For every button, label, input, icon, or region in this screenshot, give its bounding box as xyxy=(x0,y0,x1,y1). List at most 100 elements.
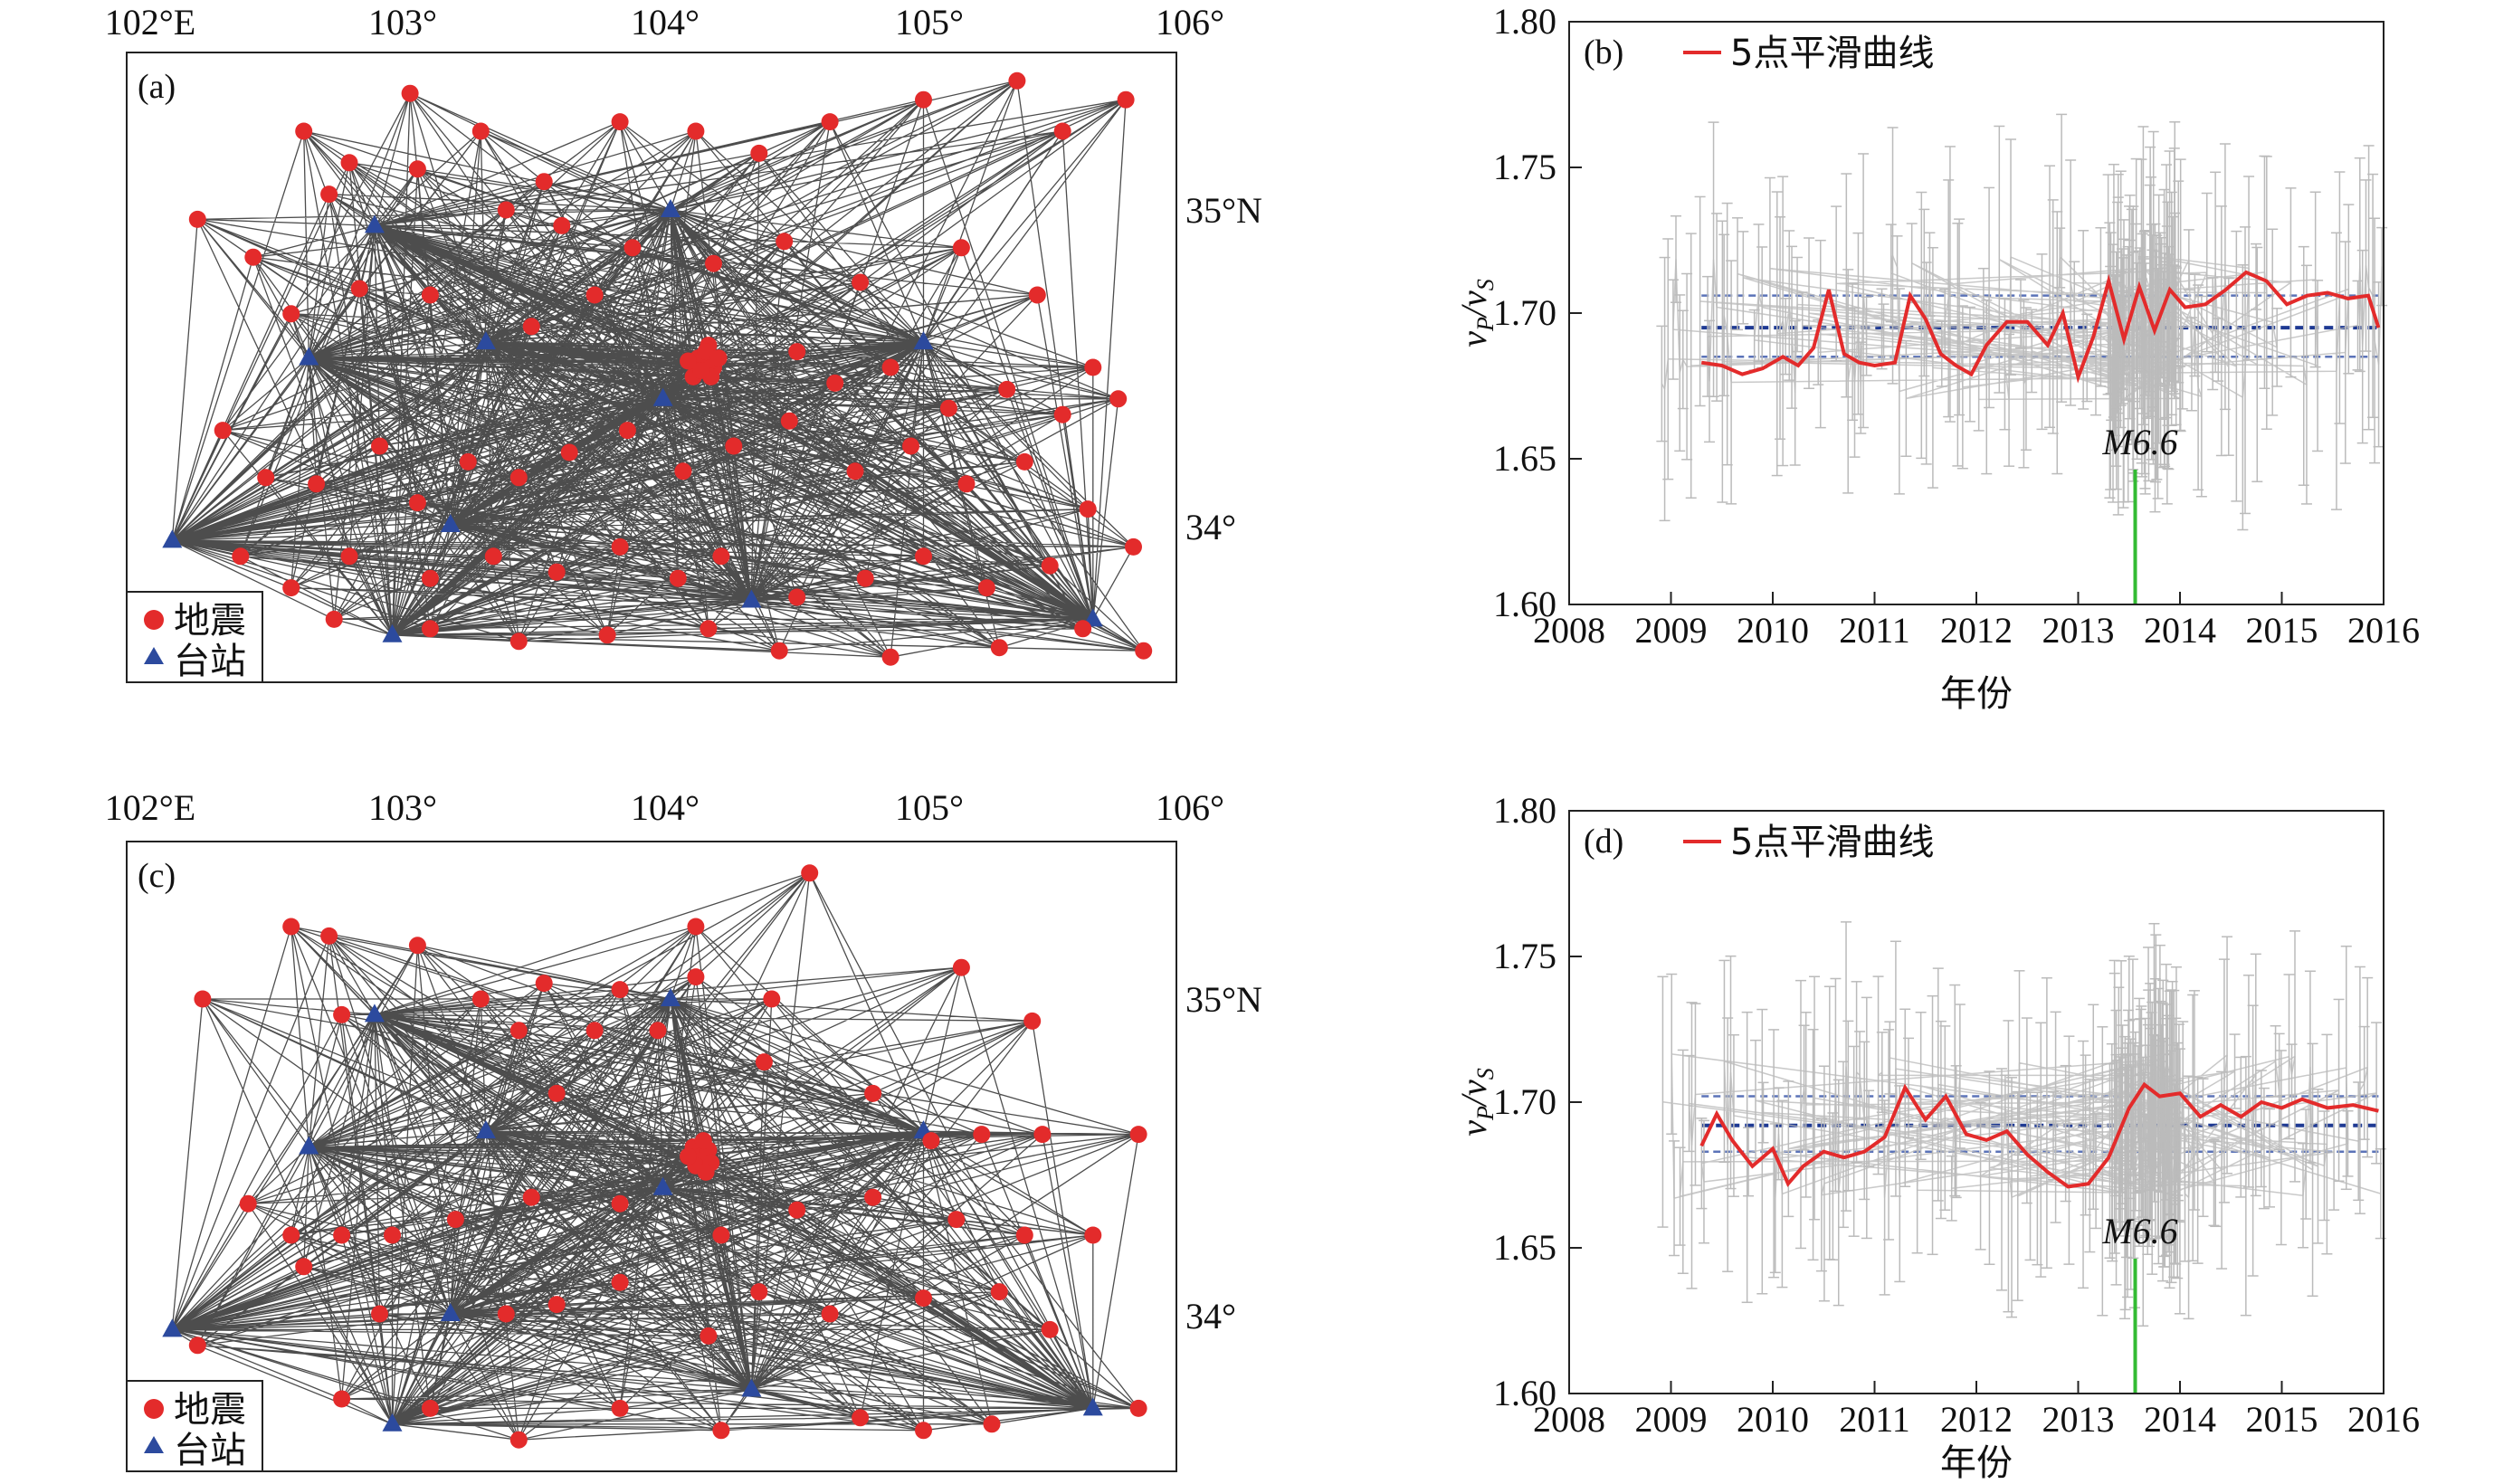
earthquake-marker xyxy=(770,642,788,660)
earthquake-marker xyxy=(194,990,212,1008)
station-marker xyxy=(299,347,319,366)
station-marker xyxy=(913,331,934,350)
map-a-legend-quake-symbol xyxy=(144,610,164,630)
y-tick-label: 1.65 xyxy=(1493,438,1556,479)
earthquake-marker xyxy=(1053,122,1071,140)
y-tick-label: 1.70 xyxy=(1493,1081,1556,1122)
map-a-legend-box xyxy=(126,591,263,683)
earthquake-marker xyxy=(680,352,697,370)
x-tick-label: 2015 xyxy=(2246,1399,2318,1440)
x-tick-label: 2014 xyxy=(2144,1399,2216,1440)
chart-d-smooth-layer xyxy=(1699,1081,2379,1189)
y-tick-label: 1.80 xyxy=(1493,790,1556,831)
earthquake-marker xyxy=(325,610,343,628)
earthquake-marker xyxy=(497,201,515,219)
earthquake-marker xyxy=(821,1305,839,1323)
map-a-lon-label-5: 106° xyxy=(1156,2,1224,43)
map-c-legend: 地震 台站 xyxy=(126,1380,263,1472)
map-c-legend-quake-symbol xyxy=(144,1399,164,1419)
x-tick-label: 2011 xyxy=(1839,610,1910,651)
earthquake-marker xyxy=(408,160,426,178)
map-a-legend-station-label: 台站 xyxy=(174,641,246,682)
earthquake-marker xyxy=(998,380,1016,398)
earthquake-marker xyxy=(471,122,490,140)
earthquake-marker xyxy=(535,975,553,993)
map-c-legend-station-label: 台站 xyxy=(174,1430,246,1471)
smooth-curve xyxy=(1699,1081,2379,1189)
earthquake-marker xyxy=(788,1201,806,1219)
earthquake-marker xyxy=(725,437,743,455)
earthquake-marker xyxy=(1041,556,1059,575)
earthquake-marker xyxy=(611,1399,629,1417)
earthquake-marker xyxy=(522,1188,540,1206)
earthquake-marker xyxy=(333,1390,351,1408)
earthquake-marker xyxy=(611,981,629,999)
chart-b-raw-data xyxy=(1656,113,2388,531)
y-tick-label: 1.70 xyxy=(1493,292,1556,333)
earthquake-marker xyxy=(282,579,300,597)
station-marker xyxy=(741,1378,762,1397)
earthquake-marker xyxy=(687,122,705,140)
station-marker xyxy=(1082,1397,1103,1416)
map-a-legend: 地震 台站 xyxy=(126,591,263,683)
earthquake-marker xyxy=(821,113,839,131)
earthquake-marker xyxy=(1125,537,1142,556)
earthquake-marker xyxy=(852,273,870,291)
earthquake-marker xyxy=(611,537,629,556)
earthquake-marker xyxy=(421,286,439,304)
earthquake-marker xyxy=(881,358,900,376)
earthquake-marker xyxy=(881,648,900,666)
map-a-lon-label-2: 103° xyxy=(368,2,437,43)
station-marker xyxy=(652,387,673,406)
map-a-lon-label-3: 104° xyxy=(631,2,700,43)
x-tick-label: 2013 xyxy=(2042,610,2115,651)
earthquake-marker xyxy=(856,569,874,587)
earthquake-marker xyxy=(282,918,300,936)
earthquake-marker xyxy=(509,1022,528,1040)
chart-d-legend-label: 5点平滑曲线 xyxy=(1730,822,1934,863)
map-a-quakes xyxy=(188,71,1153,666)
earthquake-marker xyxy=(915,547,932,566)
earthquake-marker xyxy=(750,1283,768,1301)
station-marker xyxy=(741,589,762,608)
earthquake-marker xyxy=(560,443,578,461)
earthquake-marker xyxy=(680,1147,697,1165)
earthquake-marker xyxy=(763,990,781,1008)
chart-panel-b: 1.80 1.75 1.70 1.65 1.60 2008 2009 2010 2011 201… xyxy=(1453,1,2420,715)
y-tick-label: 1.80 xyxy=(1493,1,1556,42)
earthquake-marker xyxy=(694,1132,712,1150)
earthquake-marker xyxy=(1135,642,1153,660)
x-tick-label: 2008 xyxy=(1533,610,1605,651)
y-tick-label: 1.60 xyxy=(1493,1373,1556,1413)
chart-d-raw-data xyxy=(1657,921,2386,1327)
earthquake-marker xyxy=(1129,1126,1147,1144)
chart-b-legend-label: 5点平滑曲线 xyxy=(1730,33,1934,74)
earthquake-marker xyxy=(957,475,976,493)
station-marker xyxy=(162,1318,183,1337)
map-c-lon-label-5: 106° xyxy=(1156,787,1224,828)
x-tick-label: 2016 xyxy=(2347,610,2420,651)
x-tick-label: 2012 xyxy=(1940,1399,2013,1440)
chart-d-x-axis: 2008 2009 2010 2011 2012 2013 2014 2015 2016 xyxy=(1533,1381,2420,1440)
chart-b-panel-label: (b) xyxy=(1584,33,1623,71)
earthquake-marker xyxy=(712,547,730,566)
earthquake-marker xyxy=(547,1084,566,1102)
earthquake-marker xyxy=(446,1211,464,1229)
x-tick-label: 2009 xyxy=(1635,610,1708,651)
map-c-stations xyxy=(162,988,1103,1432)
earthquake-marker xyxy=(257,469,275,487)
earthquake-marker xyxy=(585,286,604,304)
earthquake-marker xyxy=(864,1084,882,1102)
earthquake-marker xyxy=(687,968,705,986)
earthquake-marker xyxy=(459,452,477,471)
y-tick-label: 1.75 xyxy=(1493,147,1556,187)
earthquake-marker xyxy=(308,475,326,493)
earthquake-marker xyxy=(282,305,300,323)
earthquake-marker xyxy=(990,1283,1008,1301)
earthquake-marker xyxy=(788,343,806,361)
earthquake-marker xyxy=(750,144,768,162)
y-tick-label: 1.60 xyxy=(1493,584,1556,624)
earthquake-marker xyxy=(1084,1226,1102,1244)
earthquake-marker xyxy=(547,1296,566,1314)
